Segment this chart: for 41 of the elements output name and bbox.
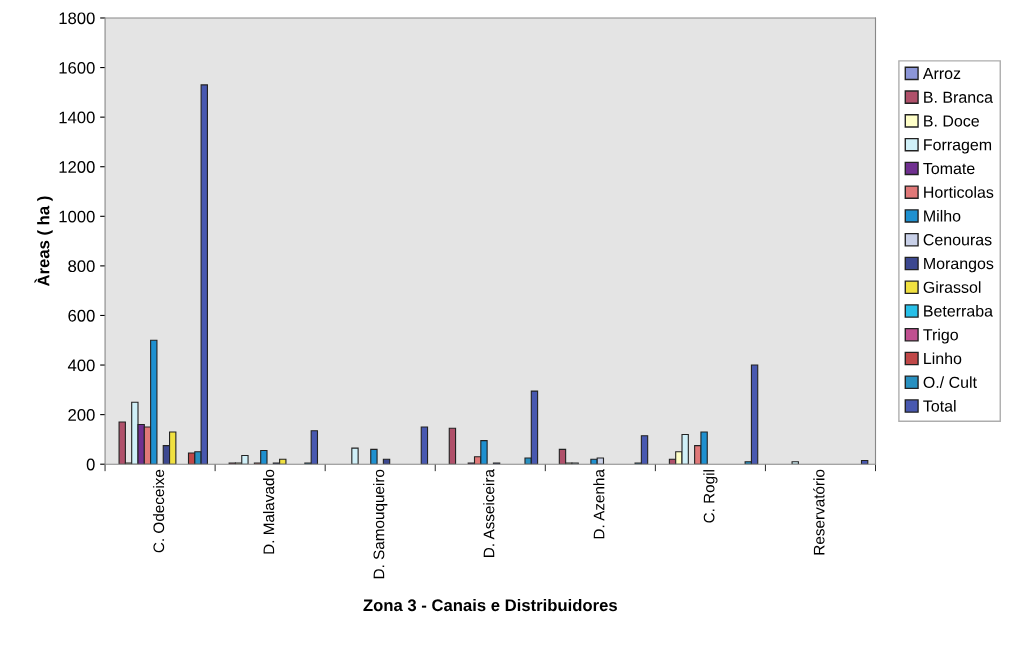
bar [791,461,799,465]
legend-label: Total [923,400,956,412]
x-tick-label: D. Azenha [593,469,605,539]
y-tick-label: 1800 [59,12,95,25]
y-axis-title: Àreas ( ha ) [34,196,53,287]
legend-label: Forragem [924,139,992,154]
y-tick-label: 200 [68,409,95,421]
legend-label: Trigo [923,328,958,344]
legend-label: Beterraba [924,304,993,317]
bar [420,426,429,465]
legend-label: B. Branca [924,91,993,103]
legend-label: Morangos [924,258,994,273]
y-tick-label: 400 [67,359,95,372]
legend-label: Cenouras [923,234,992,246]
bar [860,459,869,465]
bar [448,427,457,465]
y-tick-label: 800 [68,260,95,273]
legend-label: Girassol [923,281,981,293]
y-tick-label: 1200 [59,161,95,173]
legend-label: B. Doce [924,115,979,127]
bar [351,447,359,465]
y-tick-label: 1000 [59,210,95,223]
legend-label: Arroz [922,67,961,80]
legend-label: Linho [924,352,962,365]
x-tick-label: D. Malavado [263,469,275,554]
legend-label: Horticolas [924,186,994,198]
legend-label: Milho [924,209,961,222]
x-tick-label: Reservatório [813,469,825,555]
x-axis-title: Zona 3 - Canais e Distribuidores [363,598,617,612]
bar [558,448,567,465]
x-tick-label: D. Asseiceira [483,469,495,557]
x-tick-label: D. Samouqueiro [373,469,388,579]
x-tick-label: C. Rogil [703,470,718,523]
x-tick-label: C. Odeceixe [152,469,165,553]
legend-label: Tomate [923,163,975,175]
y-tick-label: 1400 [59,111,95,124]
y-tick-label: 600 [68,309,95,322]
bar [370,448,378,465]
legend-label: O./ Cult [923,376,977,388]
y-tick-label: 0 [86,458,95,471]
y-tick-label: 1600 [59,61,95,74]
